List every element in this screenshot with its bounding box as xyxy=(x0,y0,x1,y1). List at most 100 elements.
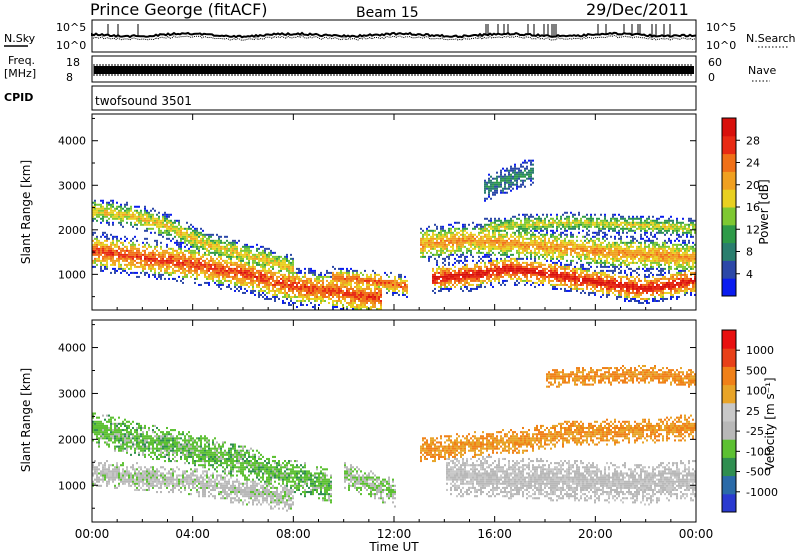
power-cell xyxy=(96,263,98,266)
power-cell xyxy=(566,221,568,224)
power-cell xyxy=(180,265,182,268)
power-cell xyxy=(564,253,566,256)
power-cell xyxy=(362,301,364,304)
power-cell xyxy=(442,265,444,268)
power-cell xyxy=(494,239,496,242)
power-cell xyxy=(290,253,292,256)
power-cell xyxy=(536,225,538,228)
power-cell xyxy=(288,271,290,274)
power-cell xyxy=(256,247,258,250)
power-cell xyxy=(556,255,558,258)
power-cell xyxy=(270,257,272,260)
power-cell xyxy=(220,263,222,266)
power-cell xyxy=(148,263,150,266)
power-cell xyxy=(480,223,482,226)
power-cell xyxy=(570,279,572,282)
power-cell xyxy=(236,269,238,272)
power-cell xyxy=(380,293,382,296)
power-cell xyxy=(562,223,564,226)
power-cell xyxy=(542,253,544,256)
power-cell xyxy=(496,219,498,222)
power-cell xyxy=(528,175,530,178)
power-cell xyxy=(262,277,264,280)
power-cell xyxy=(220,283,222,286)
power-cell xyxy=(480,257,482,260)
power-cell xyxy=(466,279,468,282)
power-cell xyxy=(548,277,550,280)
power-cell xyxy=(290,261,292,264)
power-cell xyxy=(104,245,106,248)
power-cell xyxy=(246,255,248,258)
power-cell xyxy=(102,209,104,212)
power-cell xyxy=(356,295,358,298)
power-cell xyxy=(190,265,192,268)
power-cell xyxy=(236,241,238,244)
power-cell xyxy=(166,265,168,268)
power-cell xyxy=(178,251,180,254)
power-cell xyxy=(264,279,266,282)
power-cell xyxy=(548,247,550,250)
power-cell xyxy=(230,249,232,252)
power-cell xyxy=(126,207,128,210)
power-cell xyxy=(238,257,240,260)
power-cell xyxy=(496,263,498,266)
power-cell xyxy=(450,227,452,230)
power-cell xyxy=(126,245,128,248)
power-cell xyxy=(350,267,352,270)
power-cell xyxy=(564,273,566,276)
power-cell xyxy=(132,237,134,240)
power-cell xyxy=(94,201,96,204)
power-cell xyxy=(518,173,520,176)
power-cell xyxy=(262,259,264,262)
power-cell xyxy=(532,243,534,246)
power-cell xyxy=(310,291,312,294)
power-cell xyxy=(518,233,520,236)
power-cell xyxy=(178,265,180,268)
power-cell xyxy=(496,171,498,174)
power-cell xyxy=(272,289,274,292)
power-cell xyxy=(340,279,342,282)
power-cell xyxy=(448,279,450,282)
power-cell xyxy=(524,249,526,252)
power-cell xyxy=(178,229,180,232)
power-cell xyxy=(180,241,182,244)
power-cell xyxy=(558,233,560,236)
power-cell xyxy=(372,283,374,286)
power-cell xyxy=(486,233,488,236)
power-cell xyxy=(230,243,232,246)
power-cell xyxy=(572,215,574,218)
power-cell xyxy=(342,273,344,276)
power-cell xyxy=(516,167,518,170)
power-cell xyxy=(168,233,170,236)
power-cell xyxy=(240,247,242,250)
power-cell xyxy=(336,277,338,280)
power-cell xyxy=(190,231,192,234)
power-cell xyxy=(180,245,182,248)
power-cell xyxy=(568,223,570,226)
power-cell xyxy=(106,253,108,256)
power-cell xyxy=(242,269,244,272)
power-cell xyxy=(580,271,582,274)
power-cell xyxy=(542,277,544,280)
power-cell xyxy=(542,281,544,284)
power-cell xyxy=(548,241,550,244)
power-cell xyxy=(344,277,346,280)
power-cell xyxy=(212,241,214,244)
power-cell xyxy=(106,251,108,254)
power-cell xyxy=(144,249,146,252)
power-cell xyxy=(496,187,498,190)
power-cell xyxy=(556,213,558,216)
power-cell xyxy=(494,277,496,280)
power-cell xyxy=(576,239,578,242)
power-cell xyxy=(176,241,178,244)
power-cell xyxy=(530,257,532,260)
power-cell xyxy=(426,251,428,254)
power-cell xyxy=(470,273,472,276)
power-cell xyxy=(266,295,268,298)
power-cell xyxy=(272,271,274,274)
power-cell xyxy=(454,233,456,236)
power-cell xyxy=(178,263,180,266)
power-cell xyxy=(184,271,186,274)
power-cell xyxy=(438,245,440,248)
power-cell xyxy=(456,245,458,248)
